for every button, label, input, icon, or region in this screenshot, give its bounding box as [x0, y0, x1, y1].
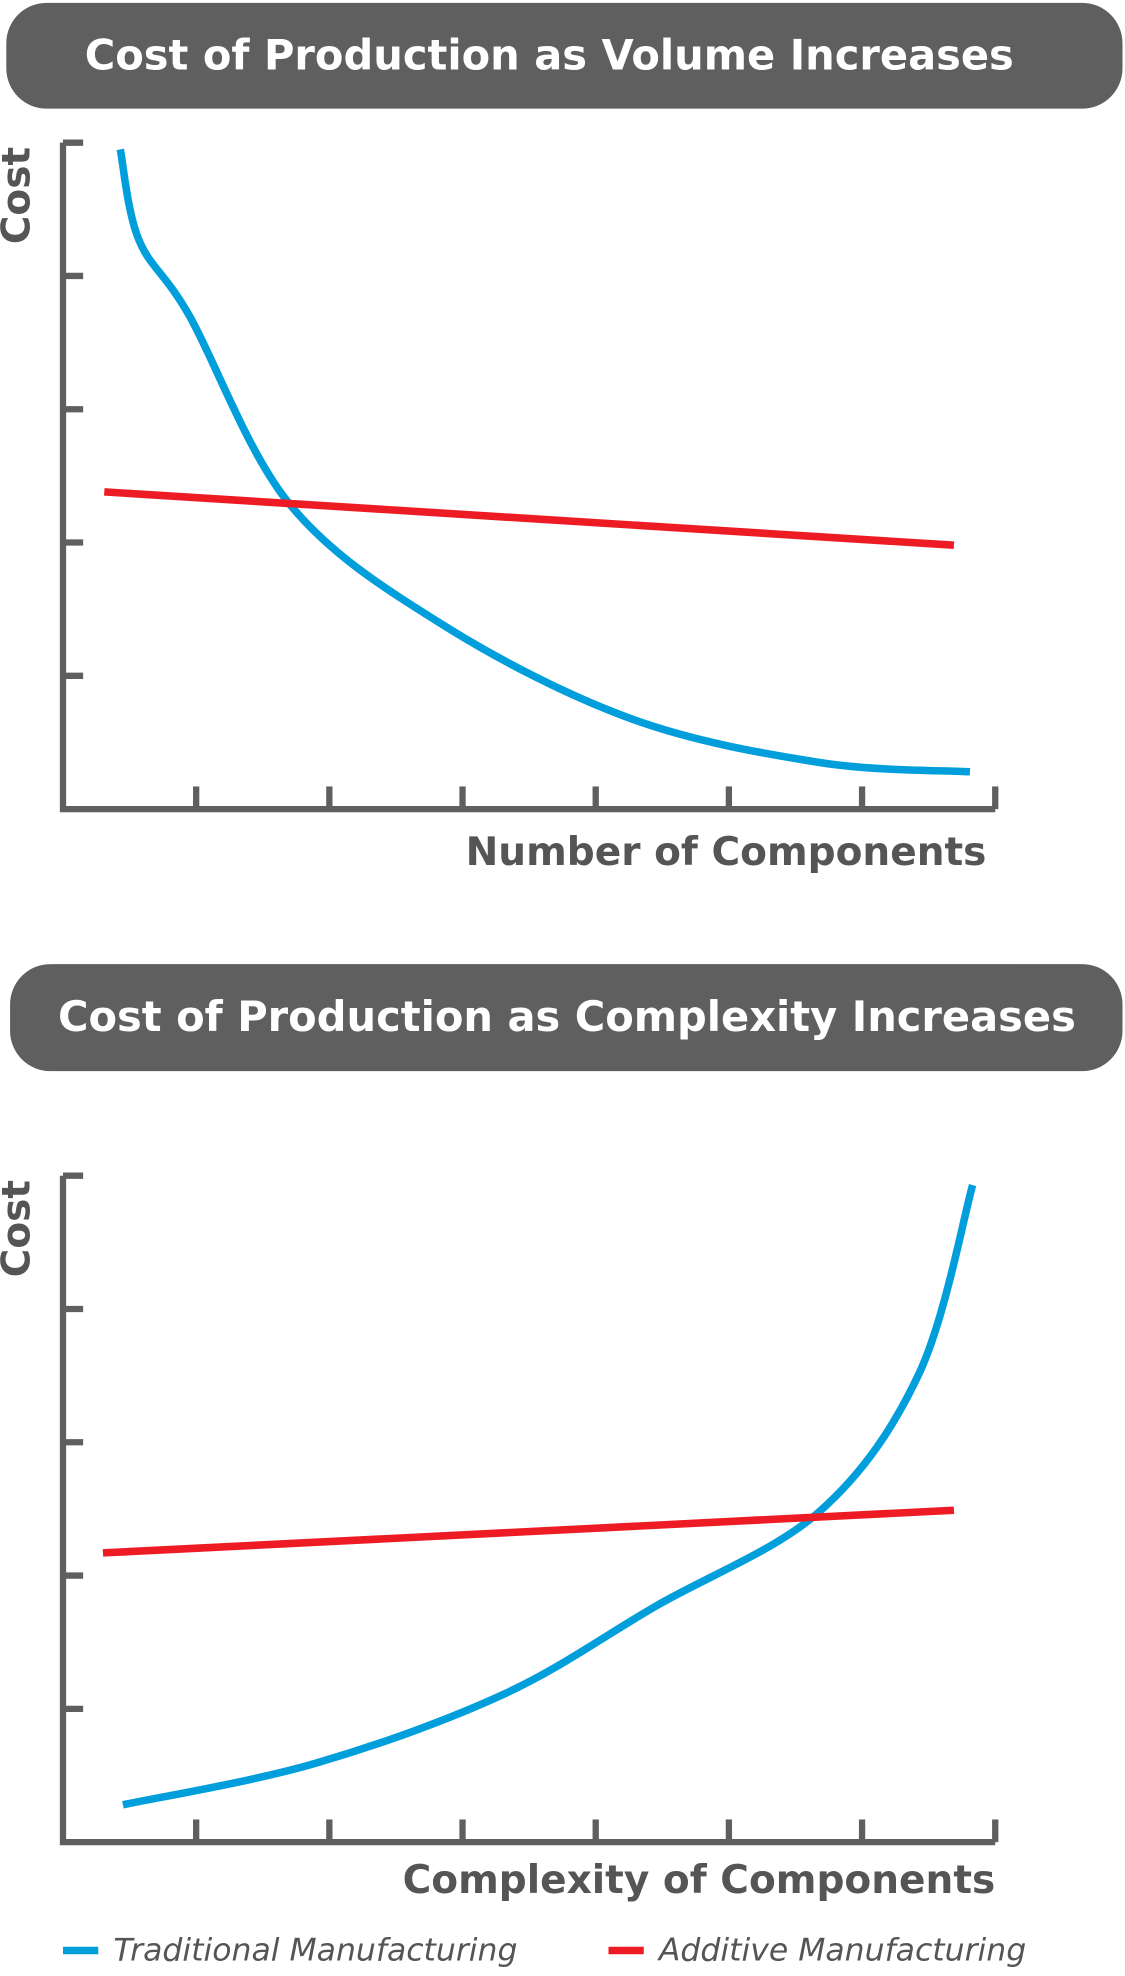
title-bar	[6, 2, 1123, 109]
series-line	[104, 488, 955, 549]
x-axis-label: Number of Components	[466, 830, 987, 875]
legend-label: Traditional Manufacturing	[113, 1933, 517, 1969]
title-bar	[10, 964, 1123, 1072]
series-line	[116, 148, 971, 776]
axis	[59, 142, 996, 813]
series-line	[122, 1184, 977, 1809]
series-line	[102, 1506, 955, 1557]
axis	[59, 1175, 996, 1846]
y-axis-label: Cost	[0, 147, 39, 244]
legend-label: Additive Manufacturing	[657, 1933, 1026, 1969]
chart-title: Cost of Production as Complexity Increas…	[58, 992, 1076, 1041]
chart-title: Cost of Production as Volume Increases	[85, 30, 1014, 79]
y-axis-label: Cost	[0, 1180, 39, 1277]
x-axis-label: Complexity of Components	[403, 1858, 996, 1903]
